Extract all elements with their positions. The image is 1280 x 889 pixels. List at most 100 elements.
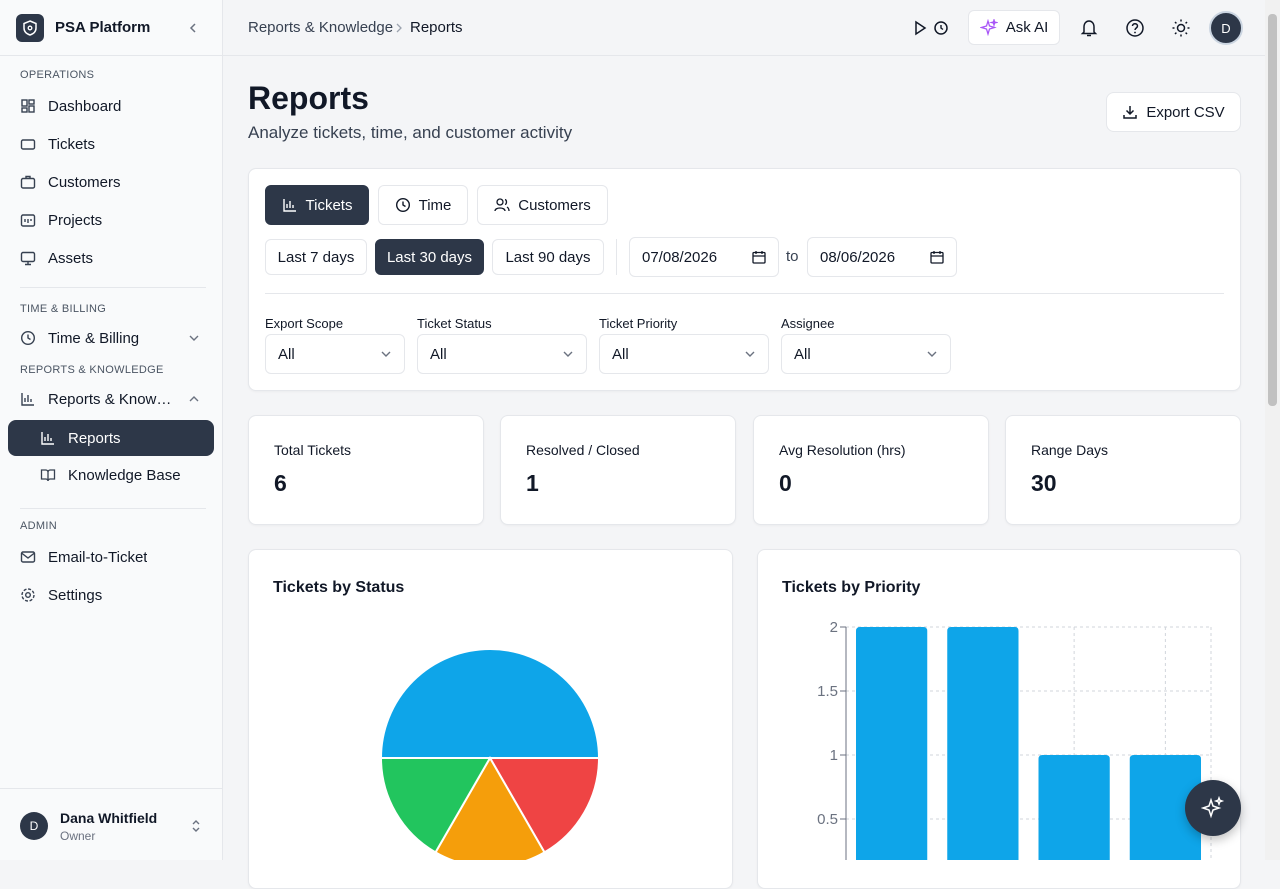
bar (1038, 755, 1110, 860)
nav-item[interactable]: Email-to-Ticket (8, 539, 214, 575)
stat-card: Total Tickets 6 (248, 415, 484, 525)
nav-item[interactable]: Time & Billing (8, 320, 214, 356)
sidebar: PSA Platform OPERATIONS Dashboard Ticket… (0, 0, 223, 860)
select[interactable]: All (417, 334, 587, 374)
stat-label: Resolved / Closed (526, 442, 640, 458)
section-title: ADMIN (20, 520, 57, 532)
bar (947, 627, 1019, 860)
chart-title: Tickets by Status (273, 579, 404, 596)
pie-slice (434, 755, 546, 860)
nav-item[interactable]: Customers (8, 164, 214, 200)
y-tick-label: 1.5 (817, 683, 838, 700)
nav-item[interactable]: Settings (8, 577, 214, 613)
range-button-active[interactable]: Last 30 days (375, 239, 484, 275)
tab[interactable]: Customers (477, 185, 608, 225)
tab-label: Customers (518, 196, 591, 214)
bar (1129, 755, 1201, 860)
date-from-input[interactable]: 07/08/2026 (629, 237, 779, 277)
nav-item[interactable]: Reports & Knowledge (8, 381, 214, 417)
divider (0, 788, 223, 789)
stat-value: 6 (274, 470, 287, 496)
breadcrumb-link[interactable]: Reports & Knowledge (248, 19, 394, 36)
tab[interactable]: Time (378, 185, 468, 225)
brand-name: PSA Platform (55, 19, 151, 36)
timer-button[interactable] (913, 19, 953, 37)
stat-value: 30 (1031, 470, 1057, 496)
stat-card: Avg Resolution (hrs) 0 (753, 415, 989, 525)
select-label: Ticket Priority (599, 316, 678, 331)
divider (20, 508, 206, 509)
select-label: Ticket Status (417, 316, 492, 331)
theme-button[interactable] (1171, 18, 1191, 38)
date-separator: to (786, 248, 799, 265)
select-label: Assignee (781, 316, 835, 331)
user-avatar: D (20, 812, 48, 840)
nav-item[interactable]: Tickets (8, 126, 214, 162)
user-role: Owner (60, 829, 96, 843)
divider (616, 239, 617, 275)
y-tick-label: 2 (830, 619, 838, 636)
select[interactable]: All (781, 334, 951, 374)
range-label: Last 7 days (277, 248, 355, 266)
date-to-input[interactable]: 08/06/2026 (807, 237, 957, 277)
ask-ai-button[interactable]: Ask AI (968, 10, 1060, 45)
select-chevron (927, 351, 937, 357)
tab-label: Time (418, 196, 452, 214)
stat-label: Range Days (1031, 442, 1109, 458)
divider (0, 55, 223, 56)
select-value: All (278, 345, 295, 363)
page-subtitle: Analyze tickets, time, and customer acti… (248, 123, 573, 142)
chart-title: Tickets by Priority (782, 579, 921, 596)
select[interactable]: All (599, 334, 769, 374)
scrollbar (1265, 0, 1280, 860)
nav-item[interactable]: Projects (8, 202, 214, 238)
range-label: Last 90 days (505, 248, 591, 266)
section-title: REPORTS & KNOWLEDGE (20, 364, 164, 376)
tab-active[interactable]: Tickets (265, 185, 369, 225)
select-chevron (745, 351, 755, 357)
pie-slice (488, 757, 601, 854)
topbar: Reports & Knowledge Reports Ask AI D (223, 0, 1265, 56)
section-title: TIME & BILLING (20, 303, 107, 315)
select-value: All (612, 345, 629, 363)
pie-slice (379, 648, 601, 759)
user-menu[interactable] (189, 818, 203, 834)
help-button[interactable] (1125, 18, 1145, 38)
range-button[interactable]: Last 90 days (492, 239, 604, 275)
pie-slice (379, 757, 492, 854)
scrollbar-thumb (1268, 14, 1277, 406)
export-button[interactable]: Export CSV (1106, 92, 1241, 132)
ask-ai-label: Ask AI (1005, 19, 1049, 36)
tab-label: Tickets (305, 196, 353, 214)
range-label: Last 30 days (386, 248, 473, 266)
notifications-button[interactable] (1079, 18, 1099, 38)
range-button[interactable]: Last 7 days (265, 239, 367, 275)
user-name: Dana Whitfield (60, 810, 158, 826)
nav-item-active[interactable]: Reports (8, 420, 214, 456)
stat-card: Range Days 30 (1005, 415, 1241, 525)
divider (20, 287, 206, 288)
brand-logo (16, 14, 44, 42)
ai-fab[interactable] (1185, 780, 1241, 836)
select-value: All (430, 345, 447, 363)
export-label: Export CSV (1146, 103, 1225, 121)
nav-item[interactable]: Assets (8, 240, 214, 276)
user-avatar[interactable]: D (1209, 11, 1243, 45)
date-value: 07/08/2026 (642, 248, 718, 266)
section-title: OPERATIONS (20, 69, 95, 81)
charts: Tickets by Status Tickets by Priority 0.5 1… (273, 579, 1212, 860)
stat-card: Resolved / Closed 1 (500, 415, 736, 525)
stat-label: Avg Resolution (hrs) (779, 442, 906, 458)
select-label: Export Scope (265, 316, 344, 331)
collapse-button[interactable] (186, 21, 200, 35)
select[interactable]: All (265, 334, 405, 374)
nav-item[interactable]: Knowledge Base (8, 457, 214, 493)
breadcrumb-separator (396, 23, 402, 33)
bar (856, 627, 928, 860)
nav-item[interactable]: Dashboard (8, 88, 214, 124)
select-value: All (794, 345, 811, 363)
breadcrumb-current: Reports (410, 19, 463, 36)
date-value: 08/06/2026 (820, 248, 896, 266)
divider (265, 293, 1224, 294)
